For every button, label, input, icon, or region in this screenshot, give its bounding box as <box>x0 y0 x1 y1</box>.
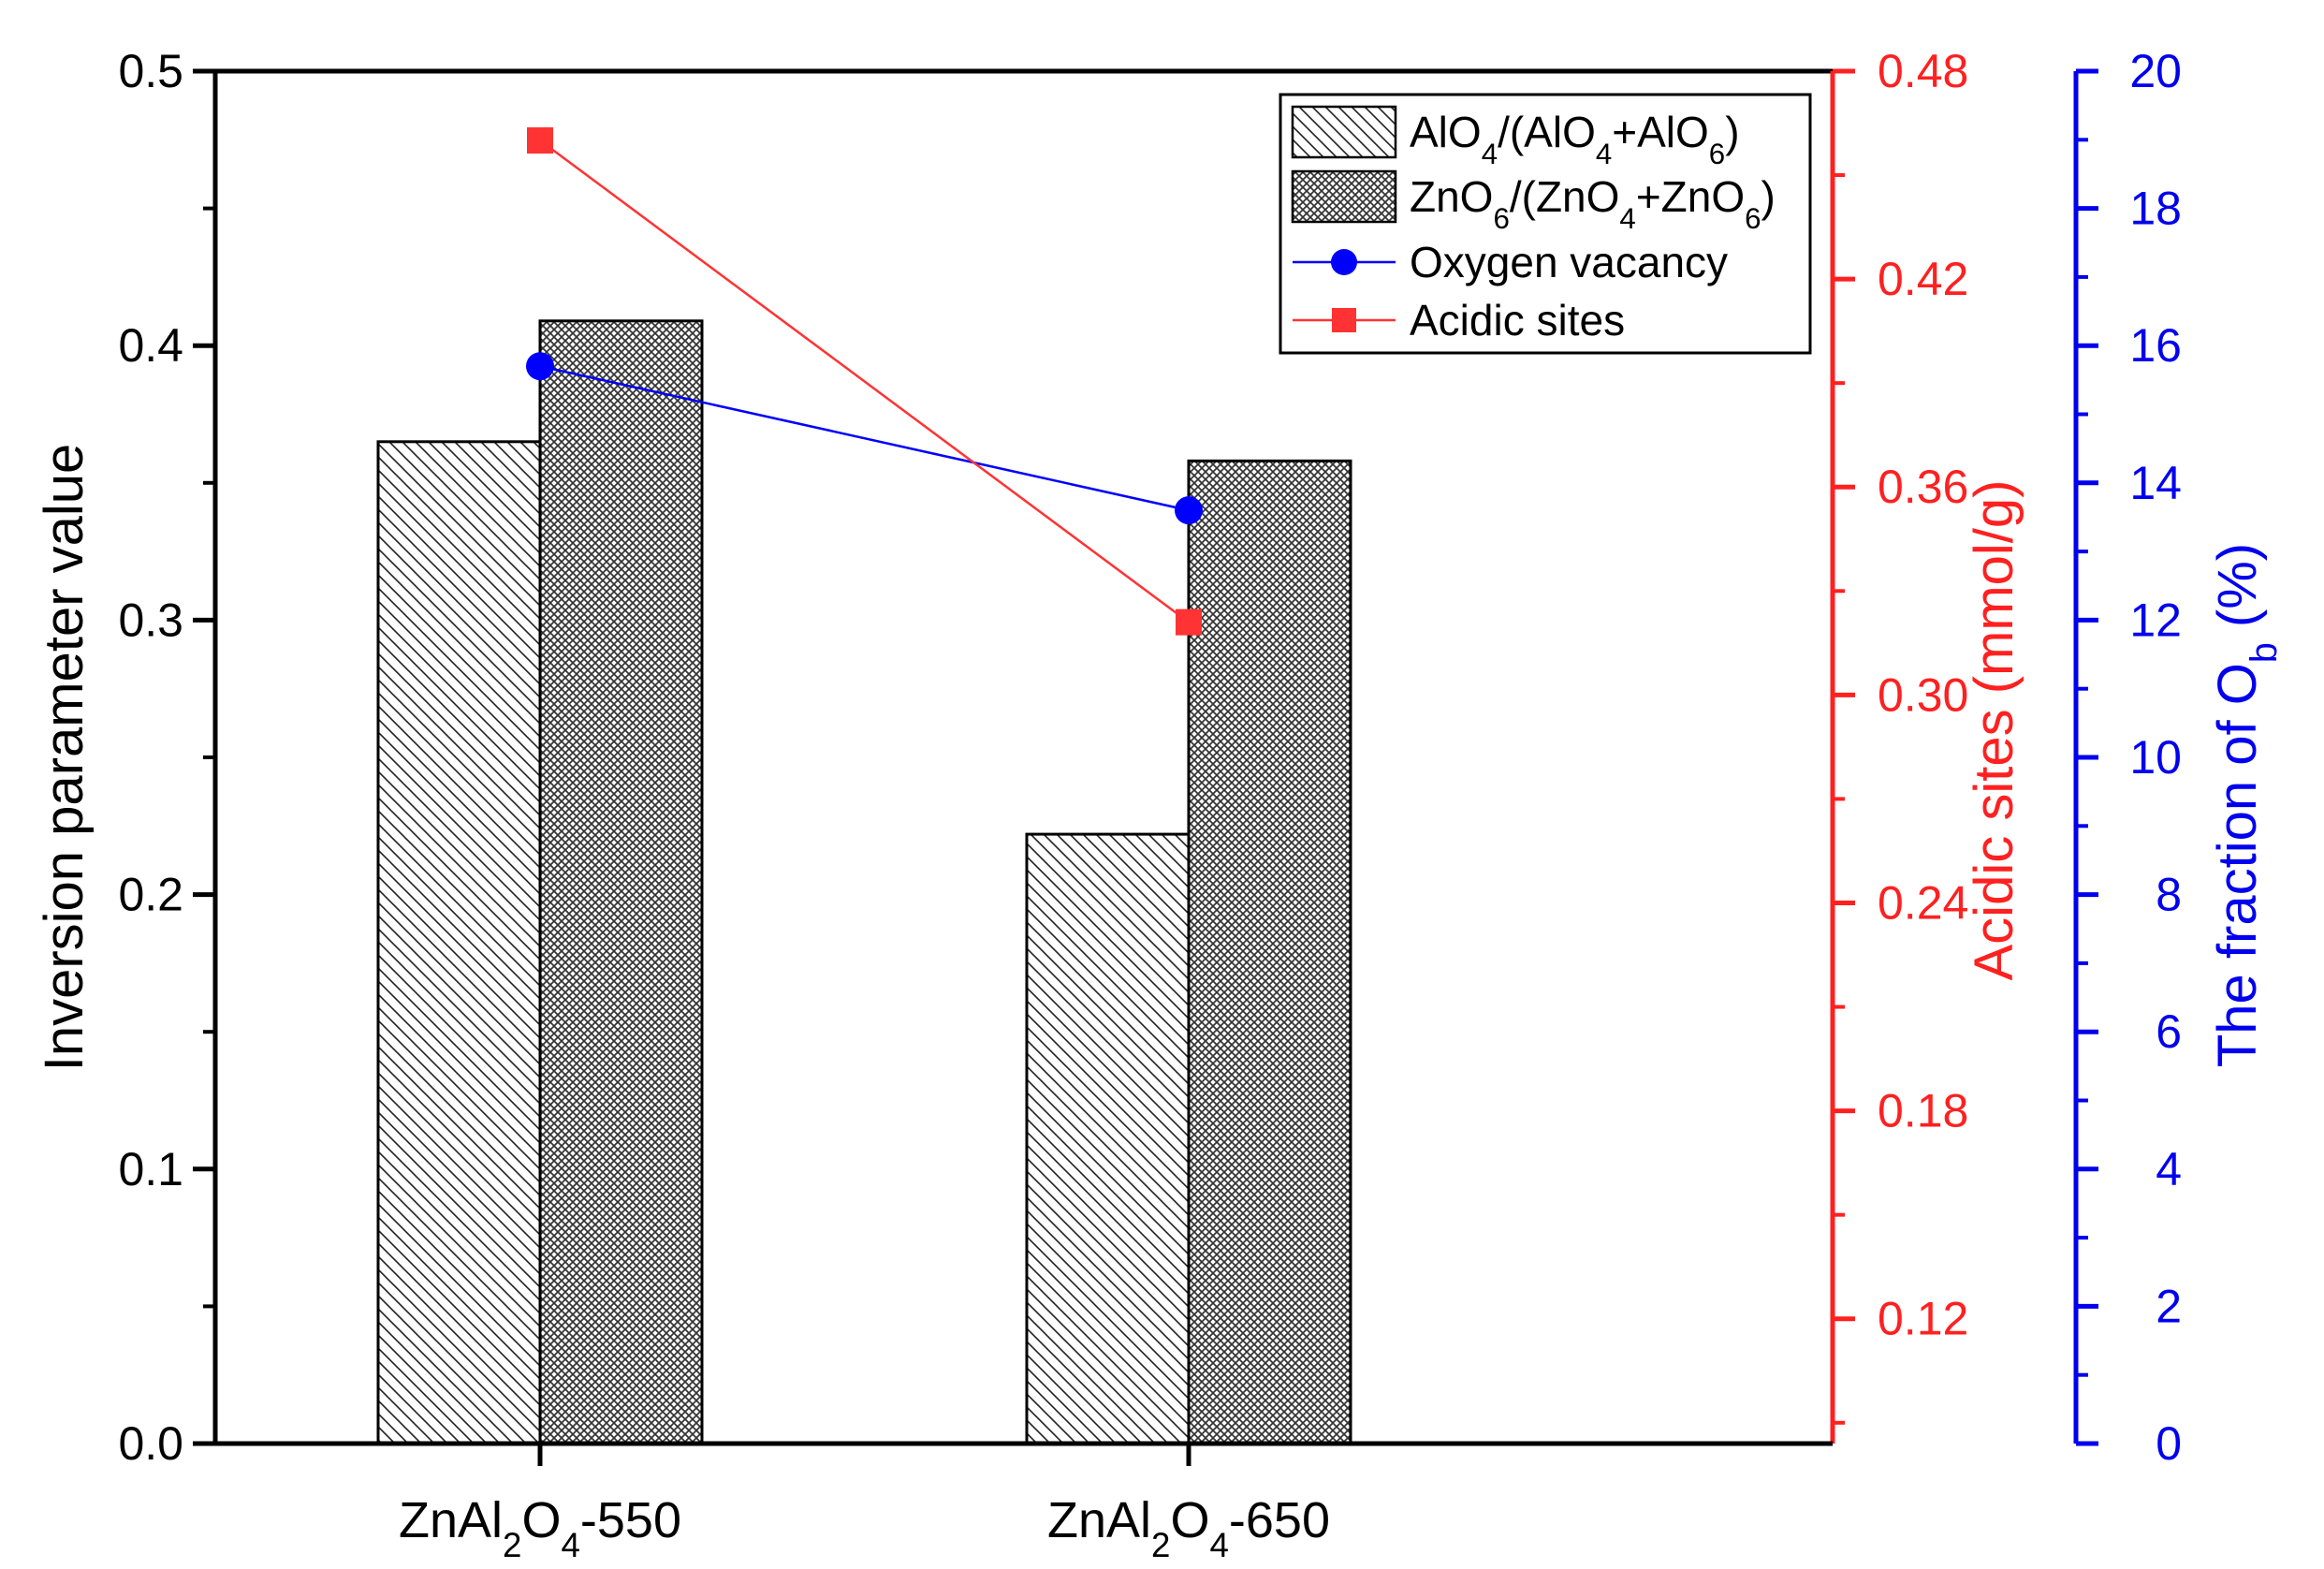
legend-marker-square <box>1332 308 1356 332</box>
legend-label: Acidic sites <box>1410 296 1625 345</box>
legend-swatch-zno6 <box>1291 169 1397 224</box>
acidic-sites-point <box>1176 609 1202 636</box>
ob-axis-title: The fraction of Ob (%) <box>2207 543 2285 1067</box>
acidic-sites-point <box>527 127 553 154</box>
legend: AlO4/(AlO4+AlO6)ZnO6/(ZnO4+ZnO6)Oxygen v… <box>1279 93 1812 355</box>
oxygen-vacancy-point <box>526 352 554 381</box>
acidic-tick-label: 0.30 <box>1878 668 1968 721</box>
oxygen-vacancy-point <box>1175 496 1203 525</box>
bar-alo4-0 <box>376 440 542 1445</box>
bar-alo4-1 <box>1025 832 1191 1445</box>
ob-tick-label: 0 <box>2156 1417 2182 1470</box>
oxygen-vacancy-line <box>539 364 1190 512</box>
left-tick-label: 0.4 <box>118 319 183 372</box>
acidic-axis-title: Acidic sites (mmol/g) <box>1964 480 2024 981</box>
acidic-tick-label: 0.12 <box>1878 1293 1968 1345</box>
left-axis: 0.0 0.1 0.2 0.3 0.4 0.5 Inversion parameter va… <box>34 45 218 1470</box>
ob-tick-label: 20 <box>2129 45 2182 97</box>
ob-tick-label: 16 <box>2129 319 2182 372</box>
ob-tick-label: 6 <box>2156 1005 2182 1058</box>
ob-tick-label: 14 <box>2129 457 2182 509</box>
legend-label: Oxygen vacancy <box>1410 238 1728 286</box>
lines-layer <box>526 127 1203 636</box>
left-tick-label: 0.3 <box>118 594 183 646</box>
ob-tick-label: 18 <box>2129 183 2182 235</box>
ob-tick-label: 12 <box>2129 594 2182 646</box>
acidic-tick-label: 0.36 <box>1878 461 1968 513</box>
left-axis-title: Inversion parameter value <box>34 444 95 1072</box>
bar-zno6-0 <box>538 319 704 1445</box>
x-tick-label: ZnAl2O4-650 <box>1047 1492 1330 1564</box>
left-tick-label: 0.0 <box>118 1417 183 1470</box>
bars-layer <box>376 319 1352 1445</box>
acidic-tick-label: 0.48 <box>1878 45 1968 97</box>
legend-label: AlO4/(AlO4+AlO6) <box>1410 108 1740 170</box>
acidic-sites-axis: 0.12 0.18 0.24 0.30 0.36 0.42 0.48 Acidic sites… <box>1830 45 2024 1444</box>
acidic-tick-label: 0.24 <box>1878 876 1968 929</box>
ob-tick-label: 8 <box>2156 869 2182 921</box>
ob-tick-label: 2 <box>2156 1280 2182 1332</box>
left-tick-label: 0.1 <box>118 1143 183 1195</box>
left-tick-label: 0.5 <box>118 45 183 97</box>
legend-swatch-alo4 <box>1291 105 1397 159</box>
legend-marker-circle <box>1331 249 1357 275</box>
left-tick-label: 0.2 <box>118 869 183 921</box>
acidic-tick-label: 0.42 <box>1878 253 1968 305</box>
ob-tick-label: 4 <box>2156 1143 2182 1195</box>
ob-tick-label: 10 <box>2129 731 2182 784</box>
x-tick-label: ZnAl2O4-550 <box>399 1492 681 1564</box>
bar-zno6-1 <box>1187 459 1352 1445</box>
acidic-sites-line <box>539 139 1190 623</box>
legend-label: ZnO6/(ZnO4+ZnO6) <box>1410 172 1776 235</box>
ob-fraction-axis: 0 2 4 6 8 10 12 14 16 18 20 The fraction of Ob (%) <box>2073 45 2285 1470</box>
x-axis: ZnAl2O4-550 ZnAl2O4-650 <box>215 1441 1833 1564</box>
acidic-tick-label: 0.18 <box>1878 1085 1968 1137</box>
